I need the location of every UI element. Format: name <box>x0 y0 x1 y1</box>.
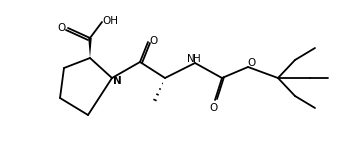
Text: N: N <box>113 76 121 86</box>
Text: H: H <box>193 54 201 64</box>
Text: O: O <box>248 58 256 68</box>
Text: O: O <box>149 36 157 46</box>
Text: O: O <box>210 103 218 113</box>
Text: N: N <box>187 54 195 64</box>
Polygon shape <box>88 38 92 58</box>
Text: OH: OH <box>102 16 118 26</box>
Text: O: O <box>57 23 65 33</box>
